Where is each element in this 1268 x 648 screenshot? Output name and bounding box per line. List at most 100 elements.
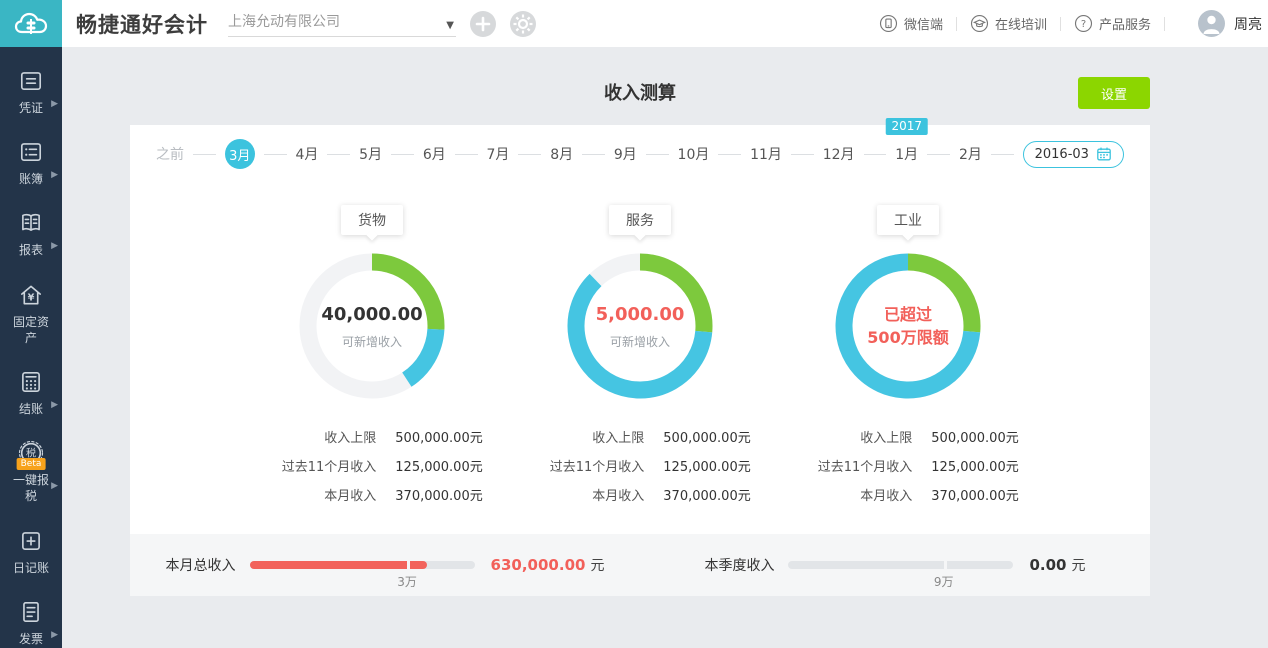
timeline-month-8月[interactable]: 8月	[550, 147, 574, 163]
summary-unit: 元	[590, 558, 605, 574]
timeline-connector	[193, 153, 216, 155]
gauge-服务: 服务 5,000.00 可新增收入 收入上限 500,000.00元 过去11个月收入 12…	[506, 205, 774, 514]
donut-segment-past-11-months	[401, 328, 445, 387]
sidebar: 凭证 ▶ 账簿 ▶ 报表 ▶ ¥ 固定资产 结账 ▶ 税 Beta 一键报税 ▶ 日记账 发票 ▶	[0, 47, 62, 648]
donut-center: 已超过 500万限额	[833, 251, 983, 401]
sidebar-item-8[interactable]: 发票 ▶	[0, 588, 62, 648]
timeline-month-4月[interactable]: 4月	[295, 147, 319, 163]
timeline-connector	[927, 153, 950, 155]
timeline-connector	[863, 153, 887, 155]
app-logo[interactable]	[0, 0, 62, 47]
stat-label: 收入上限	[324, 431, 377, 446]
donut-segment-current-month	[639, 253, 713, 333]
header-link-1[interactable]: 微信端	[879, 14, 943, 33]
donut-chart: 已超过 500万限额	[833, 251, 983, 401]
stat-row: 收入上限 500,000.00元	[261, 427, 482, 446]
gauge-stats: 收入上限 500,000.00元 过去11个月收入 125,000.00元 本月收入 37…	[529, 427, 751, 514]
svg-text:¥: ¥	[28, 292, 35, 303]
svg-text:税: 税	[26, 447, 36, 460]
sidebar-item-7[interactable]: 日记账	[0, 517, 62, 588]
summary-label: 本月总收入	[165, 558, 236, 574]
timeline-month-9月[interactable]: 9月	[613, 147, 637, 163]
sidebar-item-1[interactable]: 凭证 ▶	[0, 57, 62, 128]
timeline-connector	[790, 153, 814, 155]
timeline-connector	[518, 153, 542, 155]
gauge-货物: 货物 40,000.00 可新增收入 收入上限 500,000.00元 过去11个月收入 1…	[238, 205, 506, 514]
donut-segment-past-11-months	[567, 273, 713, 399]
cloud-logo-icon	[14, 12, 48, 34]
gauges-row: 货物 40,000.00 可新增收入 收入上限 500,000.00元 过去11个月收入 1…	[130, 183, 1150, 534]
main-content: 收入测算 设置 之前 3月 4月 5月 6月 7月 8月 9月 10月 11月 12月 1月 2017 2…	[62, 47, 1268, 648]
person-icon	[1203, 15, 1220, 34]
timeline-month-11月[interactable]: 11月	[750, 147, 782, 163]
timeline-month-5月[interactable]: 5月	[359, 147, 383, 163]
stat-label: 过去11个月收入	[281, 460, 377, 475]
progress-bar: 3万	[249, 560, 475, 589]
timeline-month-12月[interactable]: 12月	[822, 147, 855, 163]
donut-svg	[835, 253, 981, 399]
stat-row: 过去11个月收入 125,000.00元	[529, 456, 751, 475]
settings-button[interactable]: 设置	[1078, 77, 1150, 109]
page-title: 收入测算	[604, 83, 676, 104]
top-header: 畅捷通好会计 上海允动有限公司 ▼ 微信端 在线培训 ? 产品服务	[0, 0, 1268, 47]
header-link-3[interactable]: ? 产品服务	[1074, 14, 1151, 33]
stat-value: 500,000.00元	[663, 431, 751, 446]
app-title: 畅捷通好会计	[76, 12, 208, 37]
journal-icon	[18, 528, 44, 554]
avatar	[1198, 10, 1225, 37]
stat-value: 500,000.00元	[931, 431, 1019, 446]
sidebar-item-6[interactable]: 税 Beta 一键报税 ▶	[0, 429, 62, 516]
add-button[interactable]	[470, 10, 496, 37]
header-link-label: 在线培训	[994, 18, 1047, 33]
donut-center: 40,000.00 可新增收入	[297, 251, 447, 401]
sidebar-item-5[interactable]: 结账 ▶	[0, 358, 62, 429]
voucher-icon	[18, 68, 44, 94]
gauge-label: 服务	[609, 205, 671, 235]
company-selector[interactable]: 上海允动有限公司 ▼	[228, 11, 456, 37]
date-picker-value: 2016-03	[1034, 146, 1089, 162]
stat-row: 本月收入 370,000.00元	[529, 485, 750, 504]
sidebar-item-label: 结账	[18, 401, 43, 416]
timeline-month-2月[interactable]: 2月	[958, 147, 982, 163]
donut-segment-past-11-months	[835, 253, 981, 399]
chevron-right-icon: ▶	[51, 629, 58, 640]
user-name: 周亮	[1234, 16, 1262, 33]
timeline-month-10月[interactable]: 10月	[677, 147, 710, 163]
sidebar-item-label: 凭证	[18, 101, 43, 115]
timeline-month-3月[interactable]: 3月	[224, 139, 255, 169]
header-link-2[interactable]: 在线培训	[970, 14, 1047, 33]
summary-value: 630,000.00 元	[490, 556, 605, 574]
gauge-stats: 收入上限 500,000.00元 过去11个月收入 125,000.00元 本月收入 37…	[797, 427, 1019, 514]
plus-icon	[475, 16, 491, 31]
closing-icon	[18, 369, 44, 395]
header-link-label: 微信端	[903, 18, 943, 33]
timeline-month-1月[interactable]: 1月 2017	[885, 118, 928, 164]
product-service-icon: ?	[1074, 14, 1093, 33]
timeline-month-6月[interactable]: 6月	[422, 147, 446, 163]
date-picker[interactable]: 2016-03	[1022, 140, 1124, 168]
timeline-month-之前[interactable]: 之前	[156, 147, 184, 163]
donut-segment-current-month	[371, 253, 445, 330]
donut-center: 5,000.00 可新增收入	[565, 251, 715, 401]
svg-text:?: ?	[1081, 19, 1086, 30]
progress-marker-label: 9万	[933, 575, 954, 589]
sidebar-item-3[interactable]: 报表 ▶	[0, 199, 62, 270]
gear-button[interactable]	[510, 10, 536, 37]
stat-value: 500,000.00元	[395, 431, 483, 446]
stat-label: 本月收入	[860, 489, 913, 504]
sidebar-item-4[interactable]: ¥ 固定资产	[0, 271, 62, 358]
income-card: 之前 3月 4月 5月 6月 7月 8月 9月 10月 11月 12月 1月 2017 2月 2016-03…	[130, 118, 1150, 534]
donut-chart: 40,000.00 可新增收入	[297, 251, 447, 401]
stat-label: 本月收入	[592, 489, 645, 504]
timeline-month-7月[interactable]: 7月	[486, 147, 510, 163]
sidebar-item-label: 报表	[18, 243, 43, 258]
donut-center-value: 5,000.00	[595, 303, 685, 325]
user-menu[interactable]: 周亮	[1198, 10, 1268, 37]
gear-icon	[513, 14, 533, 33]
stat-label: 本月收入	[324, 489, 377, 504]
fixed-assets-icon: ¥	[18, 282, 44, 308]
sidebar-item-2[interactable]: 账簿 ▶	[0, 128, 62, 199]
donut-segment-current-month	[907, 253, 981, 333]
stat-value: 370,000.00元	[395, 489, 483, 504]
